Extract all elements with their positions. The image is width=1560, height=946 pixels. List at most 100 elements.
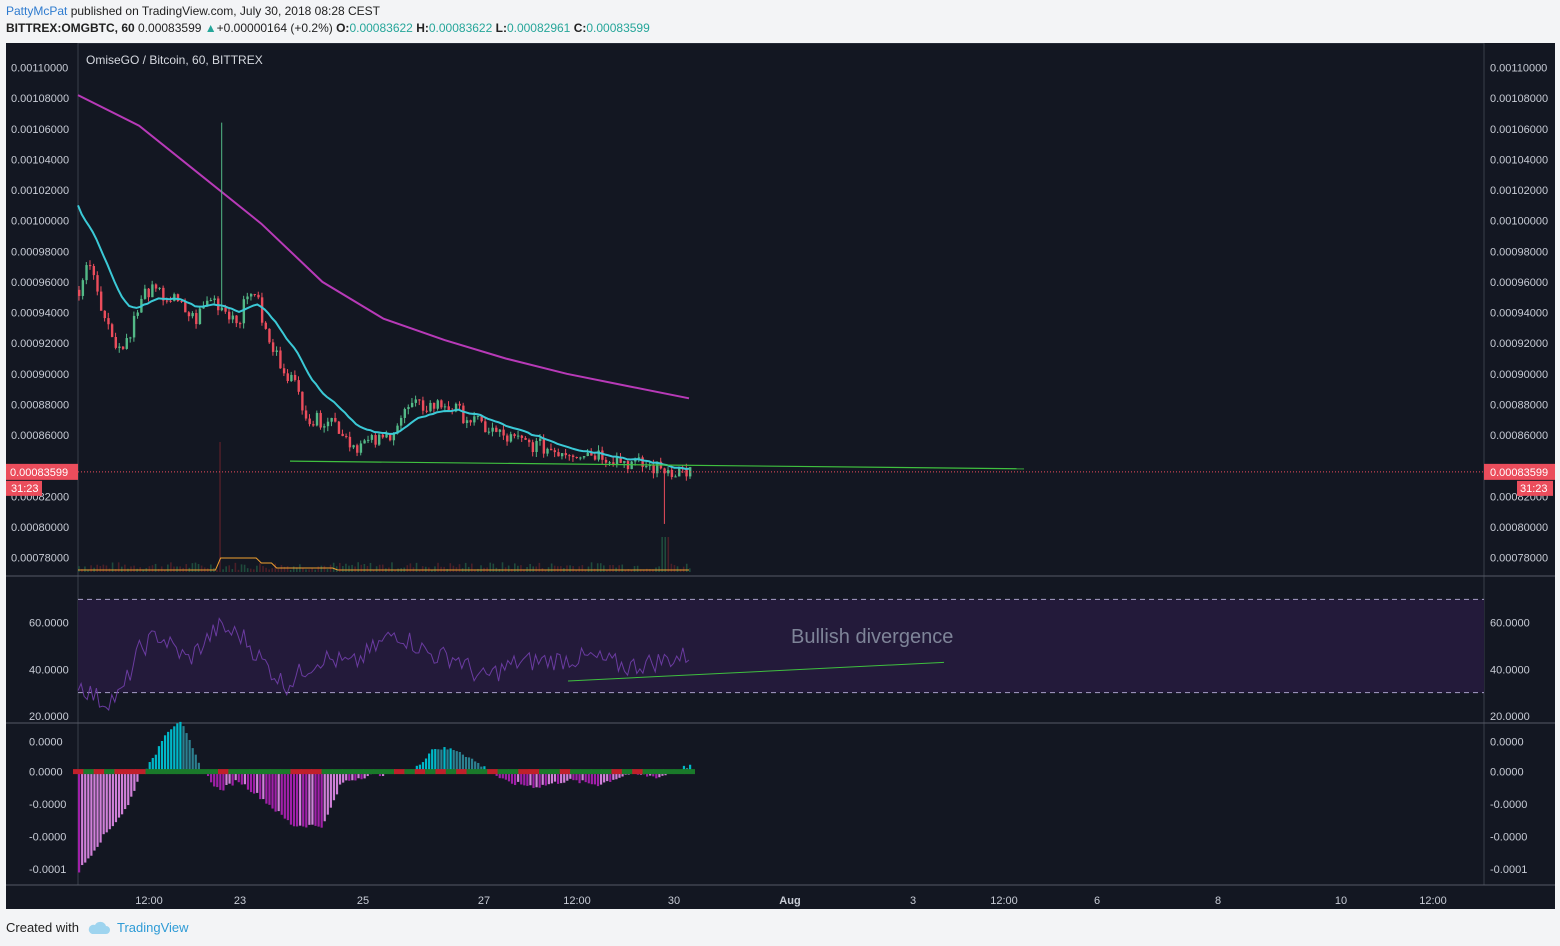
volume-bar — [658, 566, 660, 572]
candle-body — [103, 310, 107, 319]
squeeze-dot — [435, 769, 447, 775]
volume-bar — [87, 569, 89, 572]
momentum-bar — [584, 771, 587, 783]
symbol-label: BITTREX:OMGBTC, 60 — [6, 21, 135, 35]
candle-body — [253, 294, 257, 296]
momentum-bar — [111, 771, 114, 827]
tradingview-link[interactable]: TradingView — [116, 920, 189, 935]
momentum-bar — [213, 771, 216, 787]
momentum-bar — [443, 747, 446, 772]
candle-body — [370, 435, 374, 440]
candle-body — [129, 337, 132, 339]
volume-bar — [114, 569, 117, 572]
candle-body — [414, 399, 417, 403]
candle-body — [381, 434, 385, 438]
candle-body — [403, 409, 407, 418]
volume-bar — [96, 564, 99, 572]
momentum-bar — [458, 751, 461, 772]
squeeze-dot — [300, 769, 312, 775]
momentum-bar — [335, 771, 339, 795]
volume-bar — [332, 562, 335, 572]
momentum-bar — [188, 739, 191, 772]
ema-line — [77, 205, 690, 470]
volume-bar — [225, 566, 227, 572]
volume-bar — [452, 565, 455, 572]
momentum-bar — [185, 733, 188, 772]
volume-bar — [148, 566, 151, 572]
candle-body — [557, 452, 560, 457]
squeeze-dot — [684, 769, 695, 775]
volume-bar — [415, 562, 418, 572]
volume-bar — [394, 569, 396, 572]
volume-bar — [603, 565, 605, 572]
candle-body — [312, 424, 315, 426]
candle-body — [162, 287, 165, 301]
squeeze-dot — [642, 769, 654, 775]
momentum-tick-label: 0.0000 — [29, 736, 63, 748]
candle-body — [136, 312, 139, 316]
volume-bar — [569, 565, 571, 572]
squeeze-dot — [652, 769, 664, 775]
sma-line — [77, 94, 690, 400]
momentum-bar — [240, 771, 243, 785]
momentum-bar — [136, 771, 139, 782]
momentum-bar — [467, 757, 471, 772]
candle-body — [209, 300, 213, 302]
volume-bar — [234, 562, 237, 572]
momentum-bar — [342, 771, 345, 783]
squeeze-dot — [601, 769, 613, 775]
volume-bar — [440, 566, 442, 572]
volume-bar — [124, 564, 126, 572]
volume-bar — [391, 562, 393, 572]
price-tick-label-right: 0.00100000 — [1490, 216, 1548, 228]
volume-bar — [326, 569, 329, 572]
momentum-bar — [234, 771, 237, 781]
chart-area[interactable]: 0.00110000 0.00110000 0.00108000 0.00108000… — [6, 42, 1555, 909]
candle-body — [260, 297, 264, 323]
volume-bar — [406, 565, 409, 572]
momentum-bar — [572, 771, 575, 781]
price-tick-label: 0.00092000 — [11, 338, 69, 350]
momentum-bar — [228, 771, 231, 784]
momentum-tick-label: 0.0000 — [29, 767, 63, 779]
rsi-tick-label: 40.0000 — [29, 664, 69, 676]
candle-body — [597, 450, 600, 460]
high-label: H: — [416, 21, 429, 35]
candle-body — [601, 450, 604, 460]
volume-bar — [596, 563, 599, 572]
squeeze-dot — [559, 769, 571, 775]
candle-body — [623, 461, 626, 463]
volume-bar — [661, 537, 663, 572]
momentum-bar — [603, 771, 606, 783]
momentum-bar — [431, 749, 434, 772]
momentum-bar — [520, 771, 523, 785]
momentum-bar — [415, 765, 418, 772]
squeeze-dot — [321, 769, 333, 775]
momentum-bar — [474, 761, 477, 772]
candle-body — [180, 301, 183, 303]
candle-body — [301, 391, 304, 411]
momentum-bar — [249, 771, 253, 793]
momentum-bar — [513, 771, 517, 786]
volume-bar — [342, 566, 344, 572]
momentum-tick-label-right: -0.0000 — [1490, 831, 1527, 843]
plot-border — [77, 42, 1485, 886]
price-change: +0.00000164 (+0.2%) — [216, 21, 333, 35]
chart-svg[interactable]: 0.00110000 0.00110000 0.00108000 0.00108000… — [6, 42, 1555, 909]
candle-body — [440, 400, 443, 408]
author-link[interactable]: PattyMcPat — [6, 4, 68, 18]
volume-bar — [513, 563, 516, 572]
price-tick-label-right: 0.00090000 — [1490, 369, 1548, 381]
volume-bar — [501, 562, 504, 572]
volume-bar — [130, 566, 132, 572]
momentum-bar — [311, 771, 314, 825]
volume-bar — [575, 569, 577, 572]
volume-bar — [289, 569, 292, 572]
volume-bar — [170, 562, 172, 572]
candle-body — [385, 433, 388, 438]
momentum-bar — [437, 749, 440, 772]
candle-body — [228, 311, 231, 320]
candle-body — [476, 415, 480, 417]
low-value: 0.00082961 — [506, 21, 571, 35]
momentum-bar — [477, 762, 480, 772]
